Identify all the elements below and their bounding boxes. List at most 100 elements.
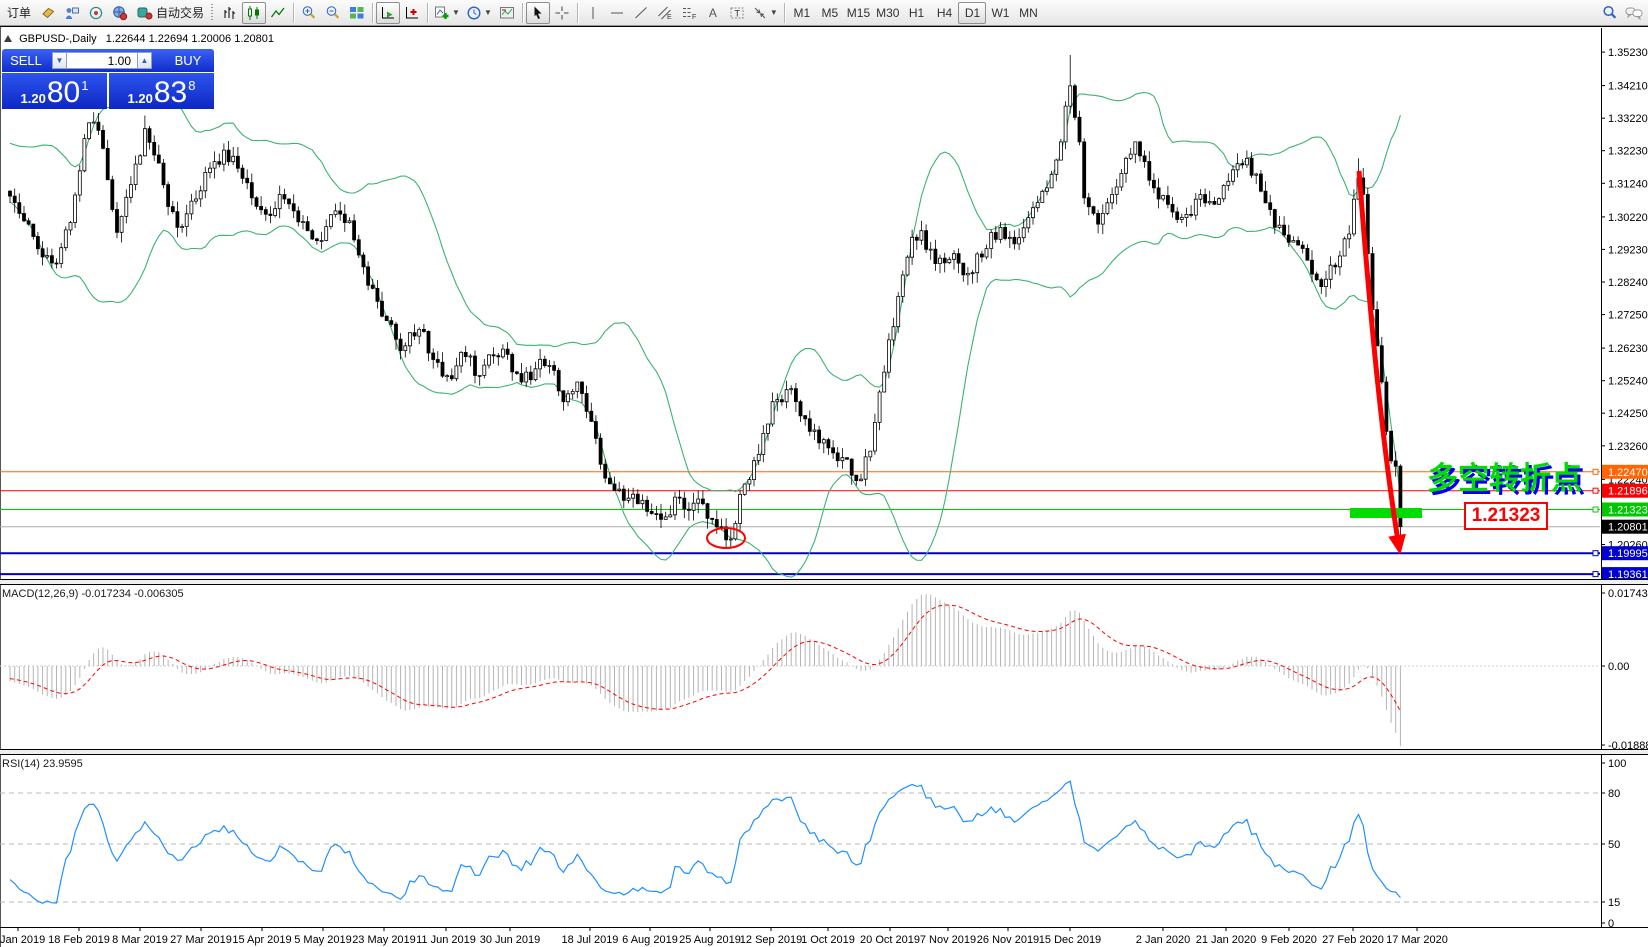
macd-pane[interactable] [0, 594, 1600, 747]
timeframe-W1[interactable]: W1 [991, 5, 1010, 20]
volume-input[interactable] [67, 52, 137, 69]
red-trend-arrow[interactable] [1356, 170, 1406, 555]
price-tag-1.21896[interactable]: 1.21896 [1602, 483, 1648, 498]
new-order-button[interactable]: 订单 [7, 6, 32, 20]
price-tag-1.19995[interactable]: 1.19995 [1602, 546, 1648, 561]
buy-price-button[interactable]: 1.20 83 8 [109, 73, 214, 109]
text-tool-button[interactable]: A [701, 2, 725, 24]
sell-price-button[interactable]: 1.20 80 1 [2, 73, 107, 109]
rsi-pane[interactable] [0, 780, 1600, 904]
volume-decrease-button[interactable]: ▼ [52, 52, 67, 69]
price-tag-1.21323[interactable]: 1.21323 [1602, 502, 1648, 517]
horizontal-line-tool-button[interactable] [605, 2, 629, 24]
macd-label: MACD(12,26,9) -0.017234 -0.006305 [2, 588, 184, 600]
crosshair-tool-button[interactable] [550, 2, 574, 24]
date-label: 27 Feb 2020 [1322, 934, 1384, 946]
level-marker[interactable] [1592, 468, 1599, 475]
timeframe-M1[interactable]: M1 [793, 5, 811, 20]
pane-splitter[interactable] [0, 579, 1648, 585]
timeframe-H4[interactable]: H4 [936, 5, 953, 20]
volume-increase-button[interactable]: ▲ [137, 52, 152, 69]
date-label: 6 Aug 2019 [622, 934, 678, 946]
macd-axis: 0.0174310.00-0.018884 [1601, 588, 1648, 752]
cursor-tool-button[interactable] [525, 1, 550, 24]
line-chart-button[interactable] [266, 2, 290, 24]
green-highlight-bar[interactable] [1350, 508, 1422, 518]
rsi-axis: 100 80 50 15 0 [1601, 758, 1626, 930]
fibonacci-tool-button[interactable]: F [677, 2, 701, 24]
red-circle-annotation[interactable] [706, 527, 746, 549]
timeframe-M30[interactable]: M30 [876, 5, 900, 20]
search-button[interactable] [1598, 2, 1622, 24]
sell-button[interactable]: SELL [2, 49, 50, 72]
periods-button[interactable]: ▼ [463, 2, 495, 24]
price-chart[interactable]: 1.35230 1.34210 1.33220 1.32230 1.31240 1.302… [0, 27, 1648, 947]
svg-text:1.19995: 1.19995 [1608, 548, 1648, 560]
navigator-button[interactable] [60, 2, 84, 24]
buy-price-big: 83 [153, 76, 188, 109]
equidistant-channel-tool-button[interactable]: E [653, 2, 677, 24]
svg-text:100: 100 [1608, 758, 1626, 770]
rsi-line [9, 780, 1401, 904]
toolbar-separator [521, 2, 523, 23]
price-tag-1.20801[interactable]: 1.20801 [1602, 519, 1648, 534]
date-label: 23 May 2019 [352, 934, 416, 946]
strategy-tester-button[interactable] [108, 2, 132, 24]
date-label: 5 May 2019 [294, 934, 351, 946]
navigator-icon [64, 5, 80, 21]
market-watch-button[interactable] [36, 2, 60, 24]
price-level-flag[interactable]: 1.21323 [1464, 502, 1548, 530]
svg-text:1.20801: 1.20801 [1608, 522, 1648, 534]
arrows-tool-button[interactable]: ▼ [749, 2, 781, 24]
macd-histogram [9, 594, 1401, 747]
pane-splitter[interactable] [0, 749, 1648, 755]
level-marker[interactable] [1592, 571, 1599, 578]
date-label: 12 Sep 2019 [740, 934, 802, 946]
date-label: 18 Jul 2019 [562, 934, 619, 946]
data-window-button[interactable] [84, 2, 108, 24]
chevron-down-icon: ▼ [483, 8, 492, 17]
timeframe-MN[interactable]: MN [1019, 5, 1038, 20]
toolbar-separator [576, 2, 578, 23]
text-icon: A [708, 5, 717, 20]
zoom-out-button[interactable] [321, 2, 345, 24]
svg-text:15: 15 [1608, 897, 1620, 909]
level-marker[interactable] [1592, 506, 1599, 513]
tile-windows-button[interactable] [345, 2, 369, 24]
chart-shift-button[interactable] [400, 2, 424, 24]
chat-button[interactable] [1622, 2, 1646, 24]
auto-scroll-button[interactable] [376, 1, 401, 24]
timeframe-M5[interactable]: M5 [821, 5, 839, 20]
buy-button[interactable]: BUY [162, 49, 214, 72]
timeframe-H1[interactable]: H1 [908, 5, 925, 20]
svg-text:1.27250: 1.27250 [1608, 310, 1648, 322]
text-label-icon: T [729, 5, 745, 21]
svg-text:1.35230: 1.35230 [1608, 47, 1648, 59]
autotrading-button[interactable]: 自动交易 [132, 2, 209, 24]
one-click-toggle-icon[interactable] [4, 35, 12, 42]
chart-symbol: GBPUSD-,Daily [19, 33, 97, 45]
level-marker[interactable] [1592, 487, 1599, 494]
bollinger-lower-band [9, 201, 1401, 578]
bull-candles [45, 85, 1361, 541]
timeframe-M15[interactable]: M15 [846, 5, 871, 20]
trendline-tool-button[interactable] [629, 2, 653, 24]
turning-point-annotation[interactable]: 多空转折点 [1427, 461, 1582, 496]
main-pane[interactable] [0, 55, 1600, 578]
level-marker[interactable] [1592, 550, 1599, 557]
date-label: 20 Oct 2019 [860, 934, 920, 946]
chevron-down-icon: ▼ [452, 8, 460, 17]
main-toolbar: 订单 自动交易 ▼ ▼ [0, 0, 1648, 26]
price-tag-1.22470[interactable]: 1.22470 [1602, 464, 1648, 479]
bar-chart-button[interactable] [218, 2, 242, 24]
candlestick-chart-button[interactable] [242, 1, 267, 24]
timeframe-D1[interactable]: D1 [958, 1, 987, 24]
price-tag-1.19361[interactable]: 1.19361 [1602, 567, 1648, 582]
indicators-button[interactable]: ▼ [431, 2, 463, 24]
zoom-in-button[interactable] [297, 2, 321, 24]
text-label-tool-button[interactable]: T [725, 2, 749, 24]
templates-button[interactable] [495, 2, 519, 24]
vertical-line-tool-button[interactable] [581, 2, 605, 24]
